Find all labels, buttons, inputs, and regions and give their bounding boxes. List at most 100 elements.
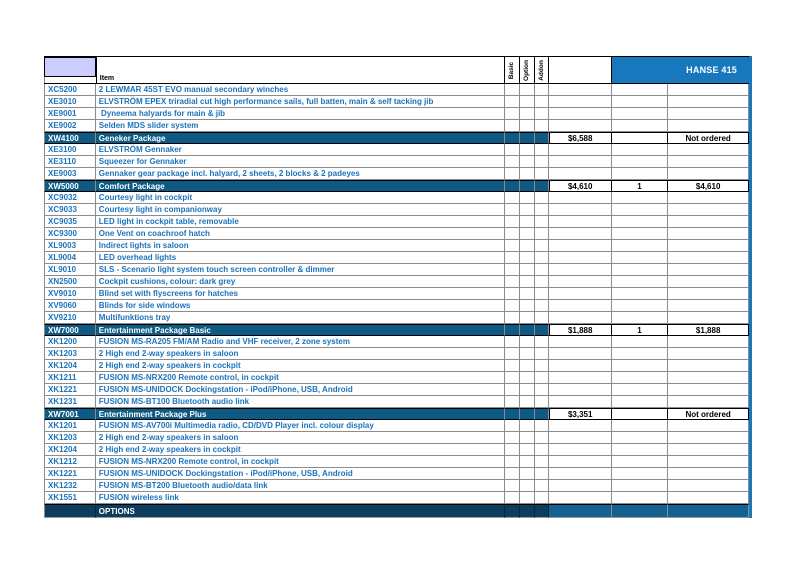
total-cell — [668, 204, 749, 216]
flag-addon-cell — [534, 180, 549, 192]
flag-option-cell — [519, 108, 535, 120]
flag-basic-cell — [505, 432, 520, 444]
flag-option-cell — [519, 288, 535, 300]
table-header: Item Basic Option Addon HANSE 415 — [44, 56, 749, 84]
flag-basic-cell — [505, 396, 520, 408]
price-cell — [548, 288, 612, 300]
qty-cell — [611, 120, 669, 132]
table-row: XE9003 Gennaker gear package incl. halyar… — [44, 168, 749, 180]
item-code-cell: XC9035 — [44, 216, 96, 228]
flag-option-cell — [519, 348, 535, 360]
total-cell — [668, 468, 749, 480]
flag-addon-cell — [534, 444, 549, 456]
table-body: XC5200 2 LEWMAR 45ST EVO manual secondary… — [44, 84, 749, 518]
price-cell: $1,888 — [548, 324, 612, 336]
total-cell — [668, 120, 749, 132]
flag-option-cell — [519, 468, 535, 480]
item-desc-cell: LED overhead lights — [95, 252, 506, 264]
flag-basic-cell — [505, 84, 520, 96]
flag-basic-cell — [505, 120, 520, 132]
item-desc-cell: FUSION MS-NRX200 Remote control, in cock… — [95, 372, 506, 384]
qty-cell — [611, 360, 669, 372]
item-desc-cell: FUSION MS-UNIDOCK Dockingstation - iPod/… — [95, 468, 506, 480]
item-code-cell: XW7001 — [44, 408, 96, 420]
table-row: XV9210 Multifunktions tray — [44, 312, 749, 324]
price-cell — [548, 480, 612, 492]
item-desc-cell: Blind set with flyscreens for hatches — [95, 288, 506, 300]
flag-basic-cell — [505, 264, 520, 276]
flag-basic-cell — [505, 504, 520, 518]
total-cell — [668, 348, 749, 360]
addon-column-label: Addon — [537, 59, 545, 81]
price-cell — [548, 240, 612, 252]
flag-basic-cell — [505, 456, 520, 468]
basic-column-label: Basic — [508, 61, 516, 79]
item-code-cell: XW4100 — [44, 132, 96, 144]
flag-basic-cell — [505, 468, 520, 480]
qty-cell — [611, 156, 669, 168]
item-code-cell: XE9002 — [44, 120, 96, 132]
price-cell — [548, 168, 612, 180]
flag-addon-cell — [534, 204, 549, 216]
qty-cell — [611, 492, 669, 504]
item-desc-cell: FUSION MS-UNIDOCK Dockingstation - iPod/… — [95, 384, 506, 396]
flag-addon-cell — [534, 336, 549, 348]
item-code-cell: XL9003 — [44, 240, 96, 252]
flag-option-cell — [519, 96, 535, 108]
flag-addon-cell — [534, 468, 549, 480]
flag-addon-cell — [534, 96, 549, 108]
qty-cell — [611, 288, 669, 300]
flag-basic-cell — [505, 444, 520, 456]
price-cell — [548, 372, 612, 384]
item-desc-cell: 2 High end 2-way speakers in cockpit — [95, 360, 506, 372]
flag-basic-cell — [505, 480, 520, 492]
flag-addon-cell — [534, 192, 549, 204]
qty-cell — [611, 240, 669, 252]
price-cell — [548, 228, 612, 240]
flag-option-cell — [519, 240, 535, 252]
item-desc-cell: FUSION MS-AV700i Multimedia radio, CD/DV… — [95, 420, 506, 432]
table-row: XK1203 2 High end 2-way speakers in saloo… — [44, 348, 749, 360]
flag-addon-cell — [534, 384, 549, 396]
qty-cell — [611, 144, 669, 156]
total-cell — [668, 84, 749, 96]
flag-addon-cell — [534, 480, 549, 492]
flag-basic-cell — [505, 132, 520, 144]
flag-option-cell — [519, 144, 535, 156]
item-desc-cell: Geneker Package — [95, 132, 506, 144]
total-cell — [668, 276, 749, 288]
item-desc-cell: 2 High end 2-way speakers in cockpit — [95, 444, 506, 456]
qty-cell — [611, 108, 669, 120]
flag-addon-cell — [534, 156, 549, 168]
total-cell — [668, 396, 749, 408]
option-column-label: Option — [523, 59, 531, 81]
flag-option-cell — [519, 204, 535, 216]
flag-option-cell — [519, 264, 535, 276]
item-column-label: Item — [99, 75, 115, 82]
price-cell — [548, 420, 612, 432]
table-row: XV9010 Blind set with flyscreens for hatc… — [44, 288, 749, 300]
header-item-cell: Item — [95, 57, 505, 83]
table-row: XK1212 FUSION MS-NRX200 Remote control, i… — [44, 456, 749, 468]
item-desc-cell: Multifunktions tray — [95, 312, 506, 324]
total-cell — [668, 384, 749, 396]
flag-addon-cell — [534, 288, 549, 300]
price-cell — [548, 216, 612, 228]
item-code-cell: XK1200 — [44, 336, 96, 348]
table-row: XN2500 Cockpit cushions, colour: dark gre… — [44, 276, 749, 288]
flag-addon-cell — [534, 396, 549, 408]
item-desc-cell: Selden MDS slider system — [95, 120, 506, 132]
flag-option-cell — [519, 324, 535, 336]
qty-cell — [611, 444, 669, 456]
flag-basic-cell — [505, 360, 520, 372]
price-cell — [548, 492, 612, 504]
flag-basic-cell — [505, 96, 520, 108]
price-cell — [548, 156, 612, 168]
item-desc-cell: ELVSTRÖM Gennaker — [95, 144, 506, 156]
flag-basic-cell — [505, 348, 520, 360]
flag-basic-cell — [505, 492, 520, 504]
flag-addon-cell — [534, 492, 549, 504]
flag-addon-cell — [534, 108, 549, 120]
item-desc-cell: 2 High end 2-way speakers in saloon — [95, 432, 506, 444]
flag-basic-cell — [505, 240, 520, 252]
